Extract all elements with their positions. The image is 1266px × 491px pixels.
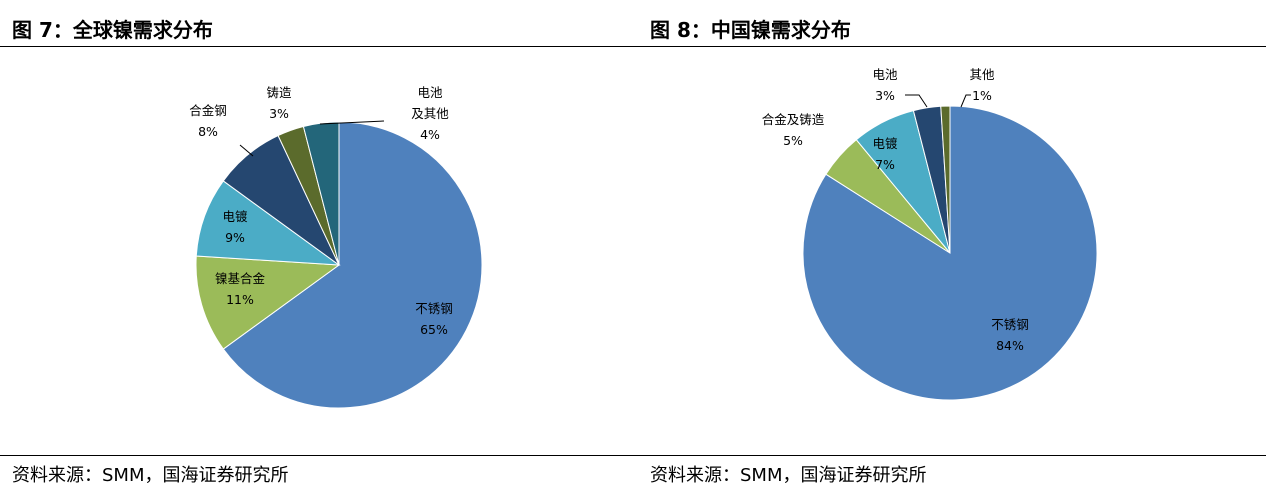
slice-label-line: 84% bbox=[996, 338, 1024, 353]
china-nickel-demand-pie-chart: 不锈钢 84% 合金及铸造 5% 电镀 7% 电池 3% 其他 1% bbox=[762, 67, 1098, 401]
slice-label-line: 电镀 bbox=[872, 136, 898, 151]
slice-label-line: 4% bbox=[420, 127, 440, 142]
slice-label-1-3: 合金钢 8% bbox=[189, 103, 227, 139]
slice-label-2-4: 其他 1% bbox=[969, 67, 995, 103]
slice-label-line: 镍基合金 bbox=[215, 271, 266, 286]
slice-label-line: 7% bbox=[875, 157, 895, 172]
slice-label-line: 5% bbox=[783, 133, 803, 148]
bottom-rule bbox=[0, 455, 1266, 456]
pie-slice-1-2 bbox=[195, 180, 341, 266]
slice-label-2-2: 电镀 7% bbox=[872, 136, 898, 172]
slice-label-2-0: 不锈钢 84% bbox=[991, 317, 1029, 353]
slice-label-line: 65% bbox=[420, 322, 448, 337]
slice-label-line: 9% bbox=[225, 230, 245, 245]
slice-label-1-1: 镍基合金 11% bbox=[215, 271, 266, 307]
slice-label-line: 11% bbox=[226, 292, 254, 307]
leader-line-1-5 bbox=[319, 120, 385, 125]
slice-label-1-5: 电池及其他 4% bbox=[411, 85, 449, 142]
figure-8-source: 资料来源：SMM，国海证券研究所 bbox=[650, 465, 927, 486]
slice-label-line: 3% bbox=[269, 106, 289, 121]
leader-line-1-3 bbox=[239, 144, 254, 157]
slice-label-line: 合金及铸造 bbox=[762, 112, 825, 127]
slice-label-2-3: 电池 3% bbox=[872, 67, 898, 103]
slice-label-line: 8% bbox=[198, 124, 218, 139]
figure-7-title: 图 7：全球镍需求分布 bbox=[12, 18, 213, 42]
slice-label-1-2: 电镀 9% bbox=[222, 209, 248, 245]
pie-slice-1-1 bbox=[195, 255, 341, 350]
slice-label-2-1: 合金及铸造 5% bbox=[762, 112, 825, 148]
slice-label-line: 合金钢 bbox=[189, 103, 227, 118]
slice-label-line: 3% bbox=[875, 88, 895, 103]
slice-label-line: 1% bbox=[972, 88, 992, 103]
slice-label-line: 电池 bbox=[872, 67, 898, 82]
global-nickel-demand-pie-chart: 不锈钢 65% 镍基合金 11% 电镀 9% 合金钢 8% 铸造 3% 电池及其他 4% bbox=[189, 85, 483, 409]
pie-slice-1-0 bbox=[222, 121, 483, 409]
slice-label-1-4: 铸造 3% bbox=[266, 85, 292, 121]
slice-label-line: 电池 bbox=[417, 85, 443, 100]
pie-slice-2-4 bbox=[940, 105, 951, 254]
slice-label-line: 铸造 bbox=[266, 85, 292, 100]
slice-label-1-0: 不锈钢 65% bbox=[415, 301, 453, 337]
slice-label-line: 电镀 bbox=[222, 209, 248, 224]
figure-7-source: 资料来源：SMM，国海证券研究所 bbox=[12, 465, 289, 486]
leader-line-2-4 bbox=[960, 94, 971, 108]
slice-label-line: 其他 bbox=[969, 67, 995, 82]
pie-slice-1-5 bbox=[302, 121, 340, 266]
figure-8-title: 图 8：中国镍需求分布 bbox=[650, 18, 851, 42]
slice-label-line: 不锈钢 bbox=[991, 317, 1029, 332]
slice-label-line: 及其他 bbox=[411, 106, 449, 121]
leader-line-2-3 bbox=[905, 94, 928, 108]
slice-label-line: 不锈钢 bbox=[415, 301, 453, 316]
top-rule bbox=[0, 46, 1266, 47]
